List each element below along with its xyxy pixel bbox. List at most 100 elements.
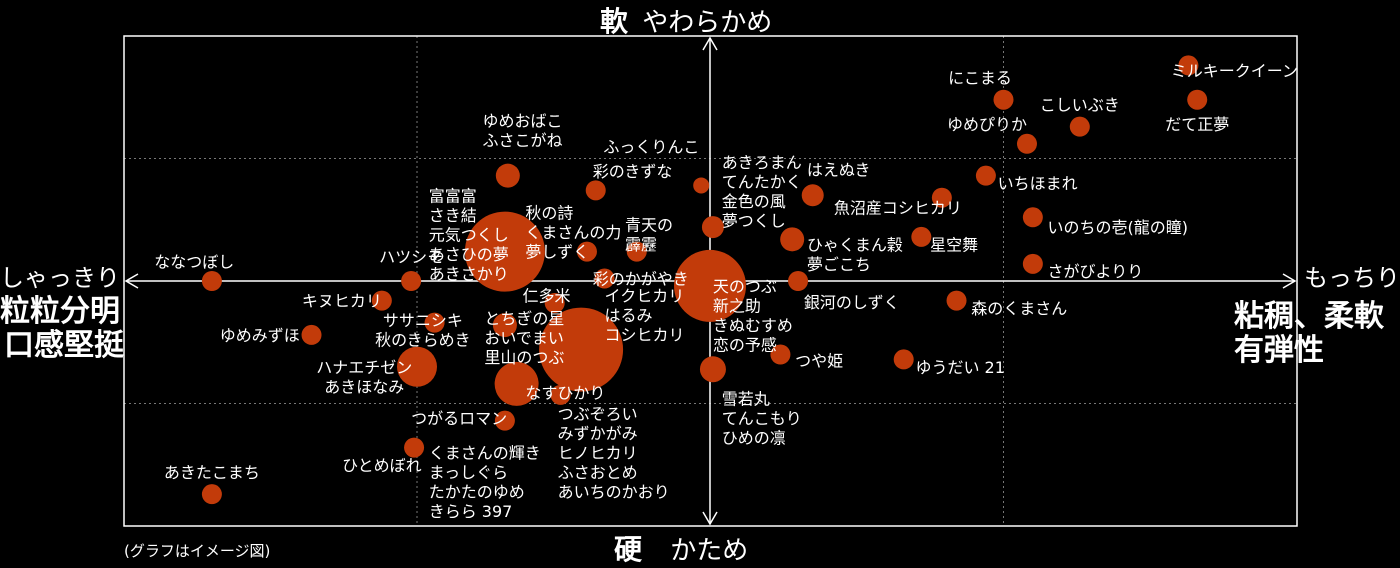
data-label: だて正夢 [1165, 115, 1229, 134]
data-point [464, 211, 545, 292]
data-point [626, 241, 647, 262]
data-label: ゆうだい 21 [915, 358, 1004, 377]
data-point [770, 344, 791, 365]
data-label: 夢ごこち [807, 255, 871, 274]
data-label: あきさかり [429, 264, 509, 283]
x-axis-arrow-right [1282, 273, 1297, 289]
data-label: コシヒカリ [605, 326, 685, 345]
data-label: 彩のきずな [593, 162, 673, 181]
y-axis-arrow-up [702, 36, 718, 51]
data-point [397, 346, 437, 387]
data-label: 魚沼産コシヒカリ [834, 199, 962, 218]
axis-right-line3: 有弾性 [1234, 333, 1324, 368]
data-point [693, 177, 710, 194]
data-label: ひとめぼれ [342, 456, 422, 475]
chart-note: (グラフはイメージ図) [124, 542, 271, 560]
data-label: てんこもり [722, 409, 802, 428]
data-label: にこまる [948, 69, 1012, 88]
data-label: ふさおとめ [558, 463, 638, 482]
data-label: つがるロマン [411, 409, 507, 428]
plot-frame [123, 35, 1298, 527]
data-point [911, 226, 932, 247]
data-points [201, 55, 1208, 505]
axis-left-title: しゃっきり 粒粒分明 口感堅挺 [0, 258, 124, 363]
data-point [494, 410, 515, 431]
data-label: あきたこまち [164, 463, 260, 482]
data-point [975, 165, 996, 186]
data-label: まっしぐら [429, 463, 508, 482]
data-label: キヌヒカリ [302, 292, 382, 311]
data-label: いのちの壱(龍の瞳) [1048, 218, 1189, 237]
data-label: ななつぼし [154, 252, 234, 271]
data-point [550, 384, 571, 405]
data-point [492, 313, 517, 338]
data-label: あさひの夢 [429, 245, 509, 264]
data-label: おいでまい [484, 328, 564, 347]
data-label: 恋の予感 [713, 335, 777, 354]
data-point [301, 324, 322, 345]
data-label: さがびよりり [1048, 262, 1144, 281]
data-label: あいちのかおり [558, 482, 670, 501]
data-label: ゆめみずほ [220, 326, 300, 345]
data-point [1187, 89, 1208, 110]
data-label: 秋のきらめき [375, 331, 471, 350]
data-label: 秋の詩 [525, 203, 573, 222]
data-label: ふっくりんこ [603, 137, 699, 156]
data-label: 金色の風 [722, 192, 786, 211]
data-point [201, 484, 222, 505]
data-point [893, 349, 914, 370]
data-label: なすひかり [525, 383, 605, 402]
data-label: 銀河のしずく [804, 293, 900, 312]
data-label: 富富富 [429, 186, 477, 205]
data-label: いちほまれ [998, 174, 1078, 193]
data-label: くまさんの力 [525, 223, 621, 242]
data-point [780, 227, 805, 252]
axis-bottom-title: 硬 かため [614, 528, 748, 568]
data-point [576, 241, 597, 262]
data-label: つぶぞろい [558, 404, 638, 423]
data-label: つや姫 [795, 352, 843, 371]
data-label: 森のくまさん [971, 299, 1067, 318]
data-label: 夢つくし [722, 212, 786, 231]
data-label: 里山のつぶ [484, 348, 564, 367]
data-label: あきほなみ [324, 377, 404, 396]
axis-right-line2: 粘稠、柔軟 [1234, 299, 1384, 334]
data-label: ゆめぴりか [947, 115, 1027, 134]
x-axis-arrow-left [124, 273, 139, 289]
data-label: 仁多米 [522, 287, 570, 306]
data-label: ひゃくまん穀 [807, 235, 903, 254]
data-label: さき結 [429, 206, 477, 225]
data-point [494, 361, 539, 406]
axis-top-text: やわらかめ [642, 8, 773, 38]
data-point [404, 437, 425, 458]
data-label: 青天の [625, 216, 673, 235]
data-label: みずかがみ [558, 424, 638, 443]
data-point [801, 184, 824, 207]
data-label: 霹靂 [625, 235, 657, 254]
data-point [1069, 116, 1090, 137]
y-axis-arrow-down [702, 511, 718, 526]
data-label: はるみ [605, 306, 653, 325]
data-label: 星空舞 [930, 235, 978, 254]
data-label: 彩のかがやき [593, 270, 689, 289]
data-point [539, 307, 624, 392]
data-label: きぬむすめ [713, 316, 793, 335]
data-point [946, 290, 967, 311]
data-label: こしいぶき [1040, 96, 1120, 115]
data-point [424, 312, 445, 333]
data-point [544, 293, 565, 314]
data-point [1016, 133, 1037, 154]
data-label: くまさんの輝き [429, 444, 541, 463]
data-label: ハツシモ [379, 248, 443, 267]
data-point [1022, 253, 1043, 274]
data-point [788, 271, 809, 291]
data-label: はえぬき [807, 161, 871, 180]
data-point [594, 268, 615, 289]
data-label: ササニシキ [383, 311, 463, 330]
data-point [585, 180, 606, 201]
data-point [931, 187, 952, 208]
data-label: 天のつぶ [713, 277, 777, 296]
axis-right-subtitle: 粘稠、柔軟 有弾性 [1234, 300, 1384, 368]
data-label: イクヒカリ [605, 287, 685, 306]
